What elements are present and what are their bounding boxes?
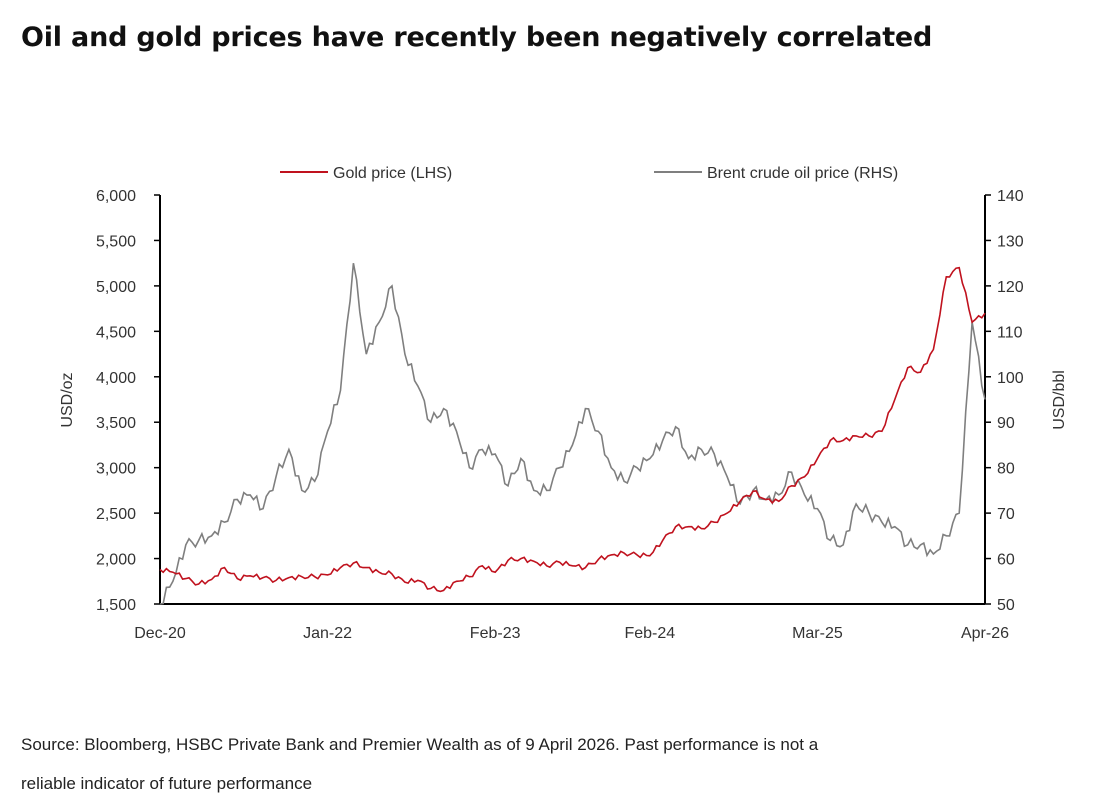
y-tick-label-right: 70	[997, 506, 1015, 523]
legend-label-oil: Brent crude oil price (RHS)	[707, 165, 898, 182]
x-tick-label: Apr-26	[961, 625, 1009, 642]
y-tick-label-left: 5,500	[96, 233, 136, 250]
x-tick-label: Feb-24	[624, 625, 675, 642]
y-tick-label-left: 1,500	[96, 597, 136, 614]
y-tick-label-left: 4,500	[96, 324, 136, 341]
y-tick-label-left: 3,000	[96, 461, 136, 478]
brent-oil-price-line	[159, 263, 986, 605]
y-tick-label-right: 120	[997, 279, 1024, 296]
y-axis-label-right: USD/bbl	[1051, 370, 1068, 430]
y-tick-label-right: 80	[997, 461, 1015, 478]
y-tick-label-right: 50	[997, 597, 1015, 614]
y-tick-label-left: 5,000	[96, 279, 136, 296]
chart: Gold price (LHS) Brent crude oil price (…	[59, 165, 1068, 642]
y-tick-label-left: 3,500	[96, 415, 136, 432]
legend-label-gold: Gold price (LHS)	[333, 165, 452, 182]
x-tick-label: Jan-22	[303, 625, 352, 642]
x-tick-label: Feb-23	[470, 625, 521, 642]
legend: Gold price (LHS) Brent crude oil price (…	[280, 165, 898, 182]
y-tick-label-left: 6,000	[96, 188, 136, 205]
y-tick-label-left: 4,000	[96, 370, 136, 387]
source-note: Source: Bloomberg, HSBC Private Bank and…	[21, 735, 819, 754]
y-tick-label-left: 2,000	[96, 552, 136, 569]
y-tick-label-left: 2,500	[96, 506, 136, 523]
x-tick-label: Mar-25	[792, 625, 843, 642]
y-tick-label-right: 90	[997, 415, 1015, 432]
chart-title: Oil and gold prices have recently been n…	[21, 22, 933, 53]
y-axis-label-left: USD/oz	[59, 372, 76, 427]
gold-price-line	[159, 266, 986, 593]
y-tick-label-right: 140	[997, 188, 1024, 205]
y-tick-label-right: 60	[997, 552, 1015, 569]
y-tick-label-right: 110	[997, 324, 1023, 341]
y-tick-label-right: 130	[997, 233, 1024, 250]
x-tick-label: Dec-20	[134, 625, 186, 642]
y-tick-label-right: 100	[997, 370, 1024, 387]
source-note-cont: reliable indicator of future performance	[21, 774, 313, 793]
